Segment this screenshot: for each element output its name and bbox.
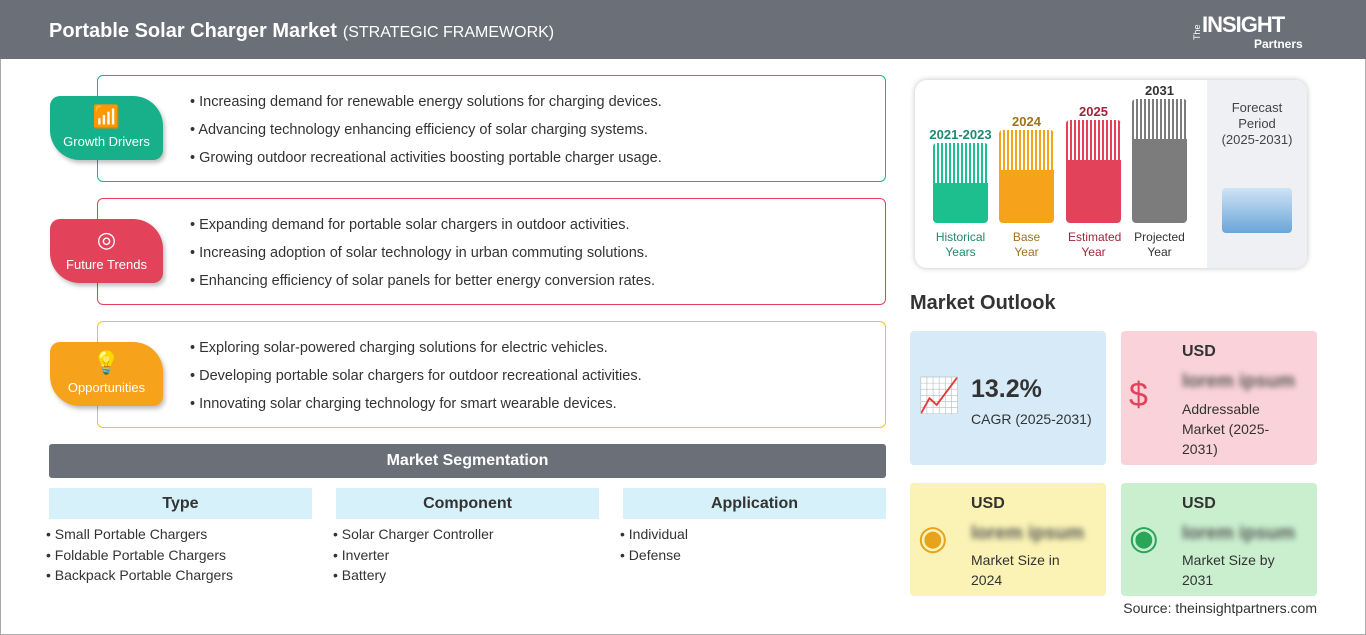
currency: USD xyxy=(1182,343,1216,360)
timeline-year: 2021-2023 xyxy=(929,127,992,142)
segment-header: Application xyxy=(623,488,886,519)
timeline-year: 2024 xyxy=(1012,114,1041,129)
market-outlook-title: Market Outlook xyxy=(910,292,1056,314)
dollar-bulb-icon: $ xyxy=(1129,376,1148,414)
cagr-value: 13.2% xyxy=(971,375,1042,403)
growth-drivers-box: Increasing demand for renewable energy s… xyxy=(97,75,886,182)
list-item: Small Portable Chargers xyxy=(46,526,312,547)
list-item: Developing portable solar chargers for o… xyxy=(190,368,885,396)
page-title: Portable Solar Charger Market (STRATEGIC … xyxy=(49,20,555,42)
money-chart-icon: ◉ xyxy=(1129,519,1159,557)
growth-chart-icon: 📈 xyxy=(918,377,961,415)
segment-application: Application IndividualDefense xyxy=(623,488,886,567)
market-segmentation-header: Market Segmentation xyxy=(49,444,886,478)
list-item: Increasing adoption of solar technology … xyxy=(190,245,885,273)
list-item: Growing outdoor recreational activities … xyxy=(190,150,885,178)
forecast-range: (2025-2031) xyxy=(1221,132,1293,147)
opportunities-box: Exploring solar-powered charging solutio… xyxy=(97,321,886,428)
blurred-value: lorem ipsum xyxy=(1182,371,1295,392)
list-item: Backpack Portable Chargers xyxy=(46,567,312,588)
list-item: Innovating solar charging technology for… xyxy=(190,396,885,424)
logo-partners: Partners xyxy=(1254,37,1303,51)
blurred-value: lorem ipsum xyxy=(1182,523,1295,544)
list-item: Solar Charger Controller xyxy=(333,526,599,547)
source-text: Source: theinsightpartners.com xyxy=(1123,600,1317,616)
forecast-period: Forecast Period (2025-2031) xyxy=(1207,80,1307,268)
future-trends-box: Expanding demand for portable solar char… xyxy=(97,198,886,305)
timeline-bar xyxy=(1066,120,1121,223)
list-item: Exploring solar-powered charging solutio… xyxy=(190,340,885,368)
list-item: Battery xyxy=(333,567,599,588)
currency: USD xyxy=(1182,495,1216,512)
card-label: Market Size in 2024 xyxy=(971,552,1060,588)
list-item: Increasing demand for renewable energy s… xyxy=(190,94,885,122)
timeline-year: 2031 xyxy=(1145,83,1174,98)
segment-type: Type Small Portable ChargersFoldable Por… xyxy=(49,488,312,588)
list-item: Inverter xyxy=(333,547,599,568)
timeline-label: Estimated Year xyxy=(1068,230,1122,259)
blurred-value: lorem ipsum xyxy=(971,523,1084,544)
timeline-bar xyxy=(999,130,1054,223)
cagr-card: 📈 13.2% CAGR (2025-2031) xyxy=(910,331,1106,465)
market-size-2024-card: ◉ USD lorem ipsum Market Size in 2024 xyxy=(910,483,1106,596)
list-item: Expanding demand for portable solar char… xyxy=(190,217,885,245)
market-size-2031-card: ◉ USD lorem ipsum Market Size by 2031 xyxy=(1121,483,1317,596)
segment-component: Component Solar Charger ControllerInvert… xyxy=(336,488,599,588)
timeline-card: 2021-2023 Historical Years 2024 Base Year 20… xyxy=(915,80,1307,268)
logo-the: The xyxy=(1192,24,1202,40)
segment-header: Type xyxy=(49,488,312,519)
timeline-bar xyxy=(933,143,988,223)
list-item: Defense xyxy=(620,547,886,568)
list-item: Advancing technology enhancing efficienc… xyxy=(190,122,885,150)
card-label: Addressable Market (2025-2031) xyxy=(1182,401,1270,457)
target-icon: ◎ xyxy=(96,227,117,252)
timeline-year: 2025 xyxy=(1079,104,1108,119)
timeline-bar xyxy=(1132,99,1187,223)
money-chart-icon: ◉ xyxy=(918,519,948,557)
timeline-label: Projected Year xyxy=(1134,230,1185,259)
cagr-label: CAGR (2025-2031) xyxy=(971,411,1092,427)
card-label: Market Size by 2031 xyxy=(1182,552,1275,588)
page-subtitle: (STRATEGIC FRAMEWORK) xyxy=(342,24,555,41)
list-item: Foldable Portable Chargers xyxy=(46,547,312,568)
analytics-illustration-icon xyxy=(1222,188,1292,233)
forecast-title: Forecast Period xyxy=(1231,100,1283,131)
header: Portable Solar Charger Market (STRATEGIC … xyxy=(0,0,1366,59)
timeline-label: Historical Years xyxy=(935,230,986,259)
list-item: Enhancing efficiency of solar panels for… xyxy=(190,273,885,301)
timeline-label: Base Year xyxy=(1012,230,1041,259)
chart-growth-icon: 📶 xyxy=(92,104,121,129)
list-item: Individual xyxy=(620,526,886,547)
addressable-market-card: $ USD lorem ipsum Addressable Market (20… xyxy=(1121,331,1317,465)
opportunities-label: 💡 Opportunities xyxy=(50,342,163,406)
growth-drivers-label: 📶 Growth Drivers xyxy=(50,96,163,160)
future-trends-label: ◎ Future Trends xyxy=(50,219,163,283)
logo-insight: INSIGHT xyxy=(1202,12,1285,37)
segment-header: Component xyxy=(336,488,599,519)
lightbulb-hand-icon: 💡 xyxy=(92,350,121,375)
currency: USD xyxy=(971,495,1005,512)
